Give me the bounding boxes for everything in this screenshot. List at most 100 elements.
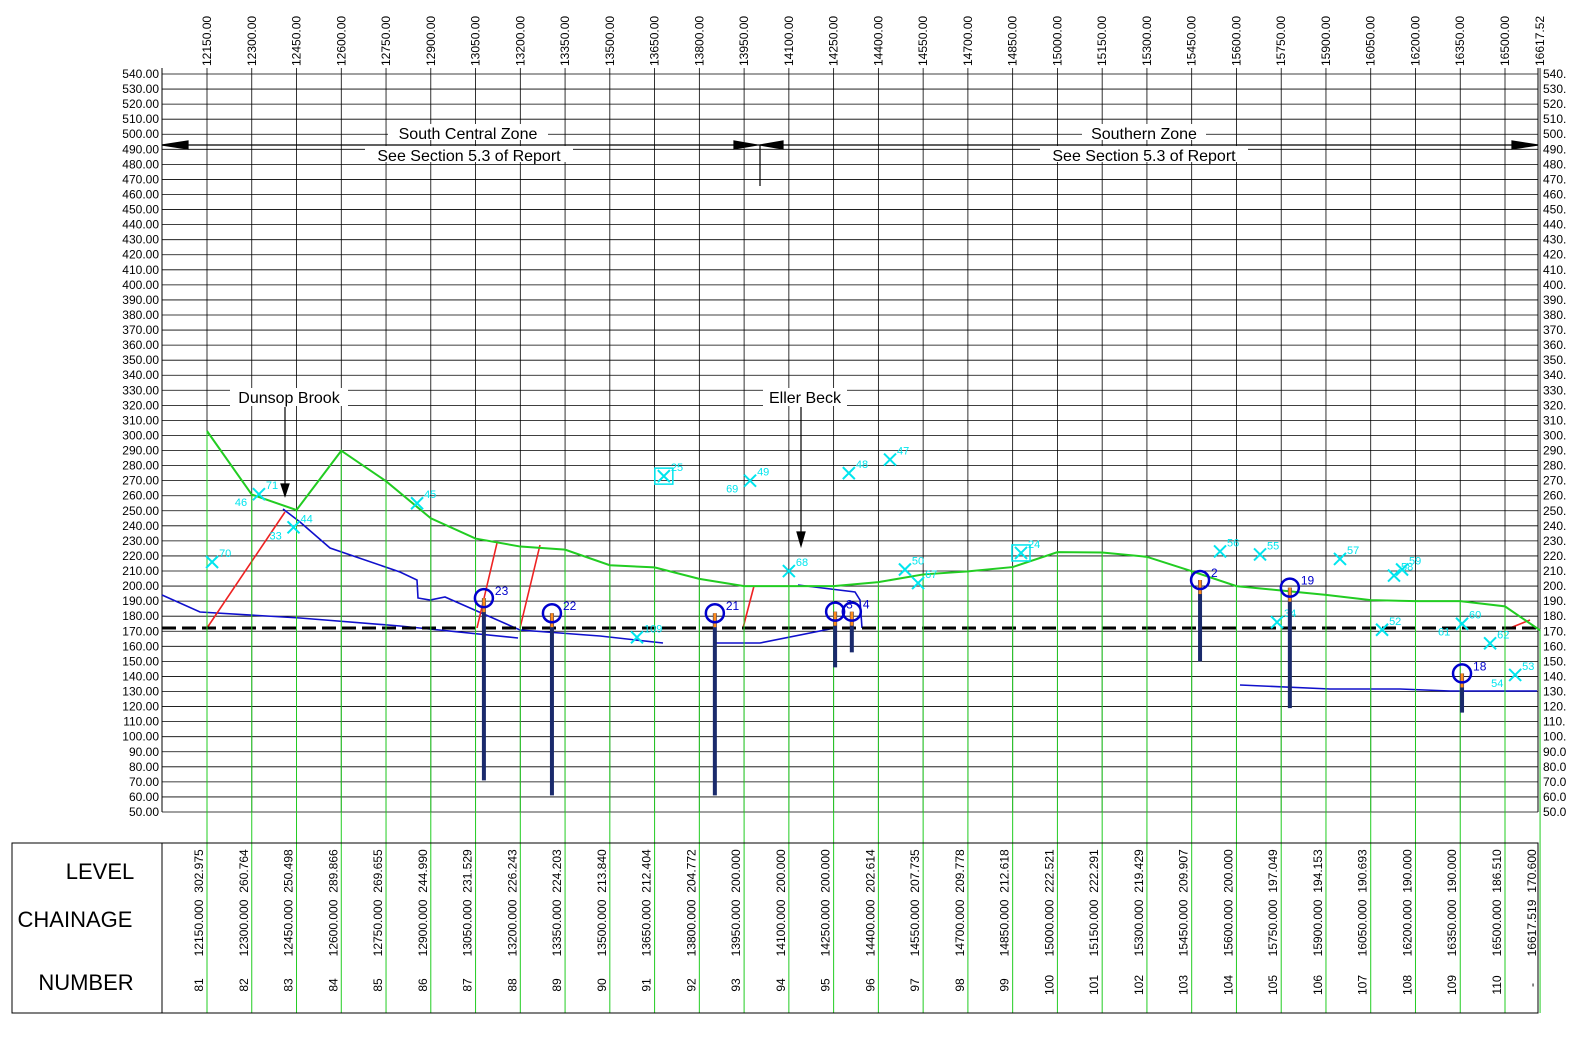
y-tick-label: 200.00	[122, 579, 159, 593]
chainage-cell: 15900.000	[1311, 899, 1325, 956]
level-cell: 226.243	[505, 849, 519, 893]
level-cell: 190.000	[1445, 849, 1459, 893]
x-tick-label: 16500.00	[1498, 16, 1512, 66]
y-tick-label: 510.00	[122, 112, 159, 126]
survey-point	[743, 473, 757, 488]
number-cell: 100	[1042, 975, 1056, 995]
point-label: 61	[1438, 627, 1450, 639]
y-tick-label: 520.00	[1543, 97, 1580, 111]
survey-point	[1270, 615, 1284, 629]
level-cell: 186.510	[1490, 849, 1504, 893]
level-cell: 209.907	[1177, 849, 1191, 893]
y-tick-label: 120.00	[122, 700, 159, 714]
level-cell: 302.975	[192, 849, 206, 893]
number-cell: 87	[461, 978, 475, 992]
x-tick-label: 16617.52	[1533, 16, 1547, 66]
borehole	[704, 602, 726, 624]
point-label: 60	[1469, 610, 1481, 622]
survey-point	[1014, 546, 1028, 560]
level-cell: 194.153	[1311, 849, 1325, 893]
y-tick-label: 280.00	[1543, 459, 1580, 473]
label-bg	[1082, 124, 1206, 140]
point-label: 70	[219, 548, 231, 560]
borehole	[1189, 569, 1211, 591]
chainage-cell: 13800.000	[684, 899, 698, 956]
level-cell: 244.990	[416, 849, 430, 893]
number-cell: 110	[1490, 975, 1504, 994]
point-label: 58	[1401, 562, 1413, 574]
borehole-label: 23	[495, 584, 509, 598]
survey-point	[630, 630, 644, 644]
chainage-cell: 15600.000	[1221, 899, 1235, 956]
y-tick-label: 480.00	[122, 157, 159, 171]
number-cell: 109	[1445, 975, 1459, 995]
x-tick-label: 14100.00	[782, 16, 796, 66]
y-tick-label: 260.00	[122, 489, 159, 503]
x-tick-label: 15300.00	[1140, 16, 1154, 66]
level-cell: 250.498	[282, 849, 296, 893]
x-tick-label: 16350.00	[1453, 16, 1467, 66]
y-tick-label: 250.00	[122, 504, 159, 518]
survey-point	[782, 564, 796, 578]
x-tick-label: 14250.00	[827, 16, 841, 66]
number-cell: 81	[192, 978, 206, 992]
survey-point	[205, 555, 219, 569]
level-cell: 222.521	[1042, 849, 1056, 893]
level-cell: 224.203	[550, 849, 564, 893]
number-cell: 106	[1311, 975, 1325, 995]
level-cell: 207.735	[908, 849, 922, 893]
borehole-label: 19	[1301, 574, 1315, 588]
level-cell: 202.614	[863, 849, 877, 893]
marks: 302.975 12150.000 81 260.764 12300.000 82 250.…	[192, 430, 1541, 1013]
survey-point	[842, 466, 856, 480]
chainage-cell: 16350.000	[1445, 899, 1459, 956]
y-tick-label: 320.00	[122, 398, 159, 412]
chainage-cell: 14100.000	[774, 899, 788, 956]
survey-point	[1375, 623, 1389, 637]
y-tick-label: 230.00	[122, 534, 159, 548]
y-tick-label: 320.00	[1543, 398, 1580, 412]
y-tick-label: 70.00	[1543, 775, 1573, 789]
borehole	[541, 602, 563, 624]
y-tick-label: 370.00	[1543, 323, 1580, 337]
chainage-cell: 14550.000	[908, 899, 922, 956]
y-tick-label: 310.00	[122, 413, 159, 427]
y-tick-label: 430.00	[1543, 233, 1580, 247]
point-label: 52	[1389, 616, 1401, 628]
y-tick-label: 510.00	[1543, 112, 1580, 126]
geology-lines	[161, 508, 1537, 692]
number-cell: 99	[998, 978, 1012, 992]
y-tick-label: 280.00	[122, 459, 159, 473]
point-label: 56	[1227, 537, 1239, 549]
x-tick-label: 13500.00	[603, 16, 617, 66]
level-cell: 200.000	[774, 849, 788, 893]
y-tick-label: 90.00	[129, 745, 159, 759]
number-cell: 85	[371, 978, 385, 992]
feature-label: Dunsop Brook	[238, 390, 340, 407]
chainage-cell: 15750.000	[1266, 899, 1280, 956]
y-tick-label: 350.00	[122, 353, 159, 367]
point-label: 47	[897, 446, 909, 458]
y-tick-label: 90.00	[1543, 745, 1573, 759]
point-label: 71	[266, 480, 278, 492]
row-label: CHAINAGE	[18, 907, 133, 932]
borehole	[824, 601, 846, 622]
number-cell: 107	[1356, 975, 1370, 995]
y-tick-label: 130.00	[1543, 685, 1580, 699]
point-label: 57	[1347, 545, 1359, 557]
survey-box	[1011, 544, 1031, 562]
point-label: 62	[1497, 629, 1509, 641]
level-cell: 170.600	[1525, 849, 1539, 893]
y-tick-label: 500.00	[1543, 127, 1580, 141]
x-tick-label: 12450.00	[290, 16, 304, 66]
borehole	[841, 601, 863, 622]
level-cell: 197.049	[1266, 849, 1280, 893]
row-label: NUMBER	[38, 970, 133, 995]
y-tick-label: 420.00	[122, 248, 159, 262]
y-tick-label: 430.00	[122, 233, 159, 247]
y-tick-label: 300.00	[122, 428, 159, 442]
label-bg	[365, 146, 573, 162]
y-tick-label: 60.00	[1543, 790, 1573, 804]
y-tick-label: 160.00	[122, 639, 159, 653]
